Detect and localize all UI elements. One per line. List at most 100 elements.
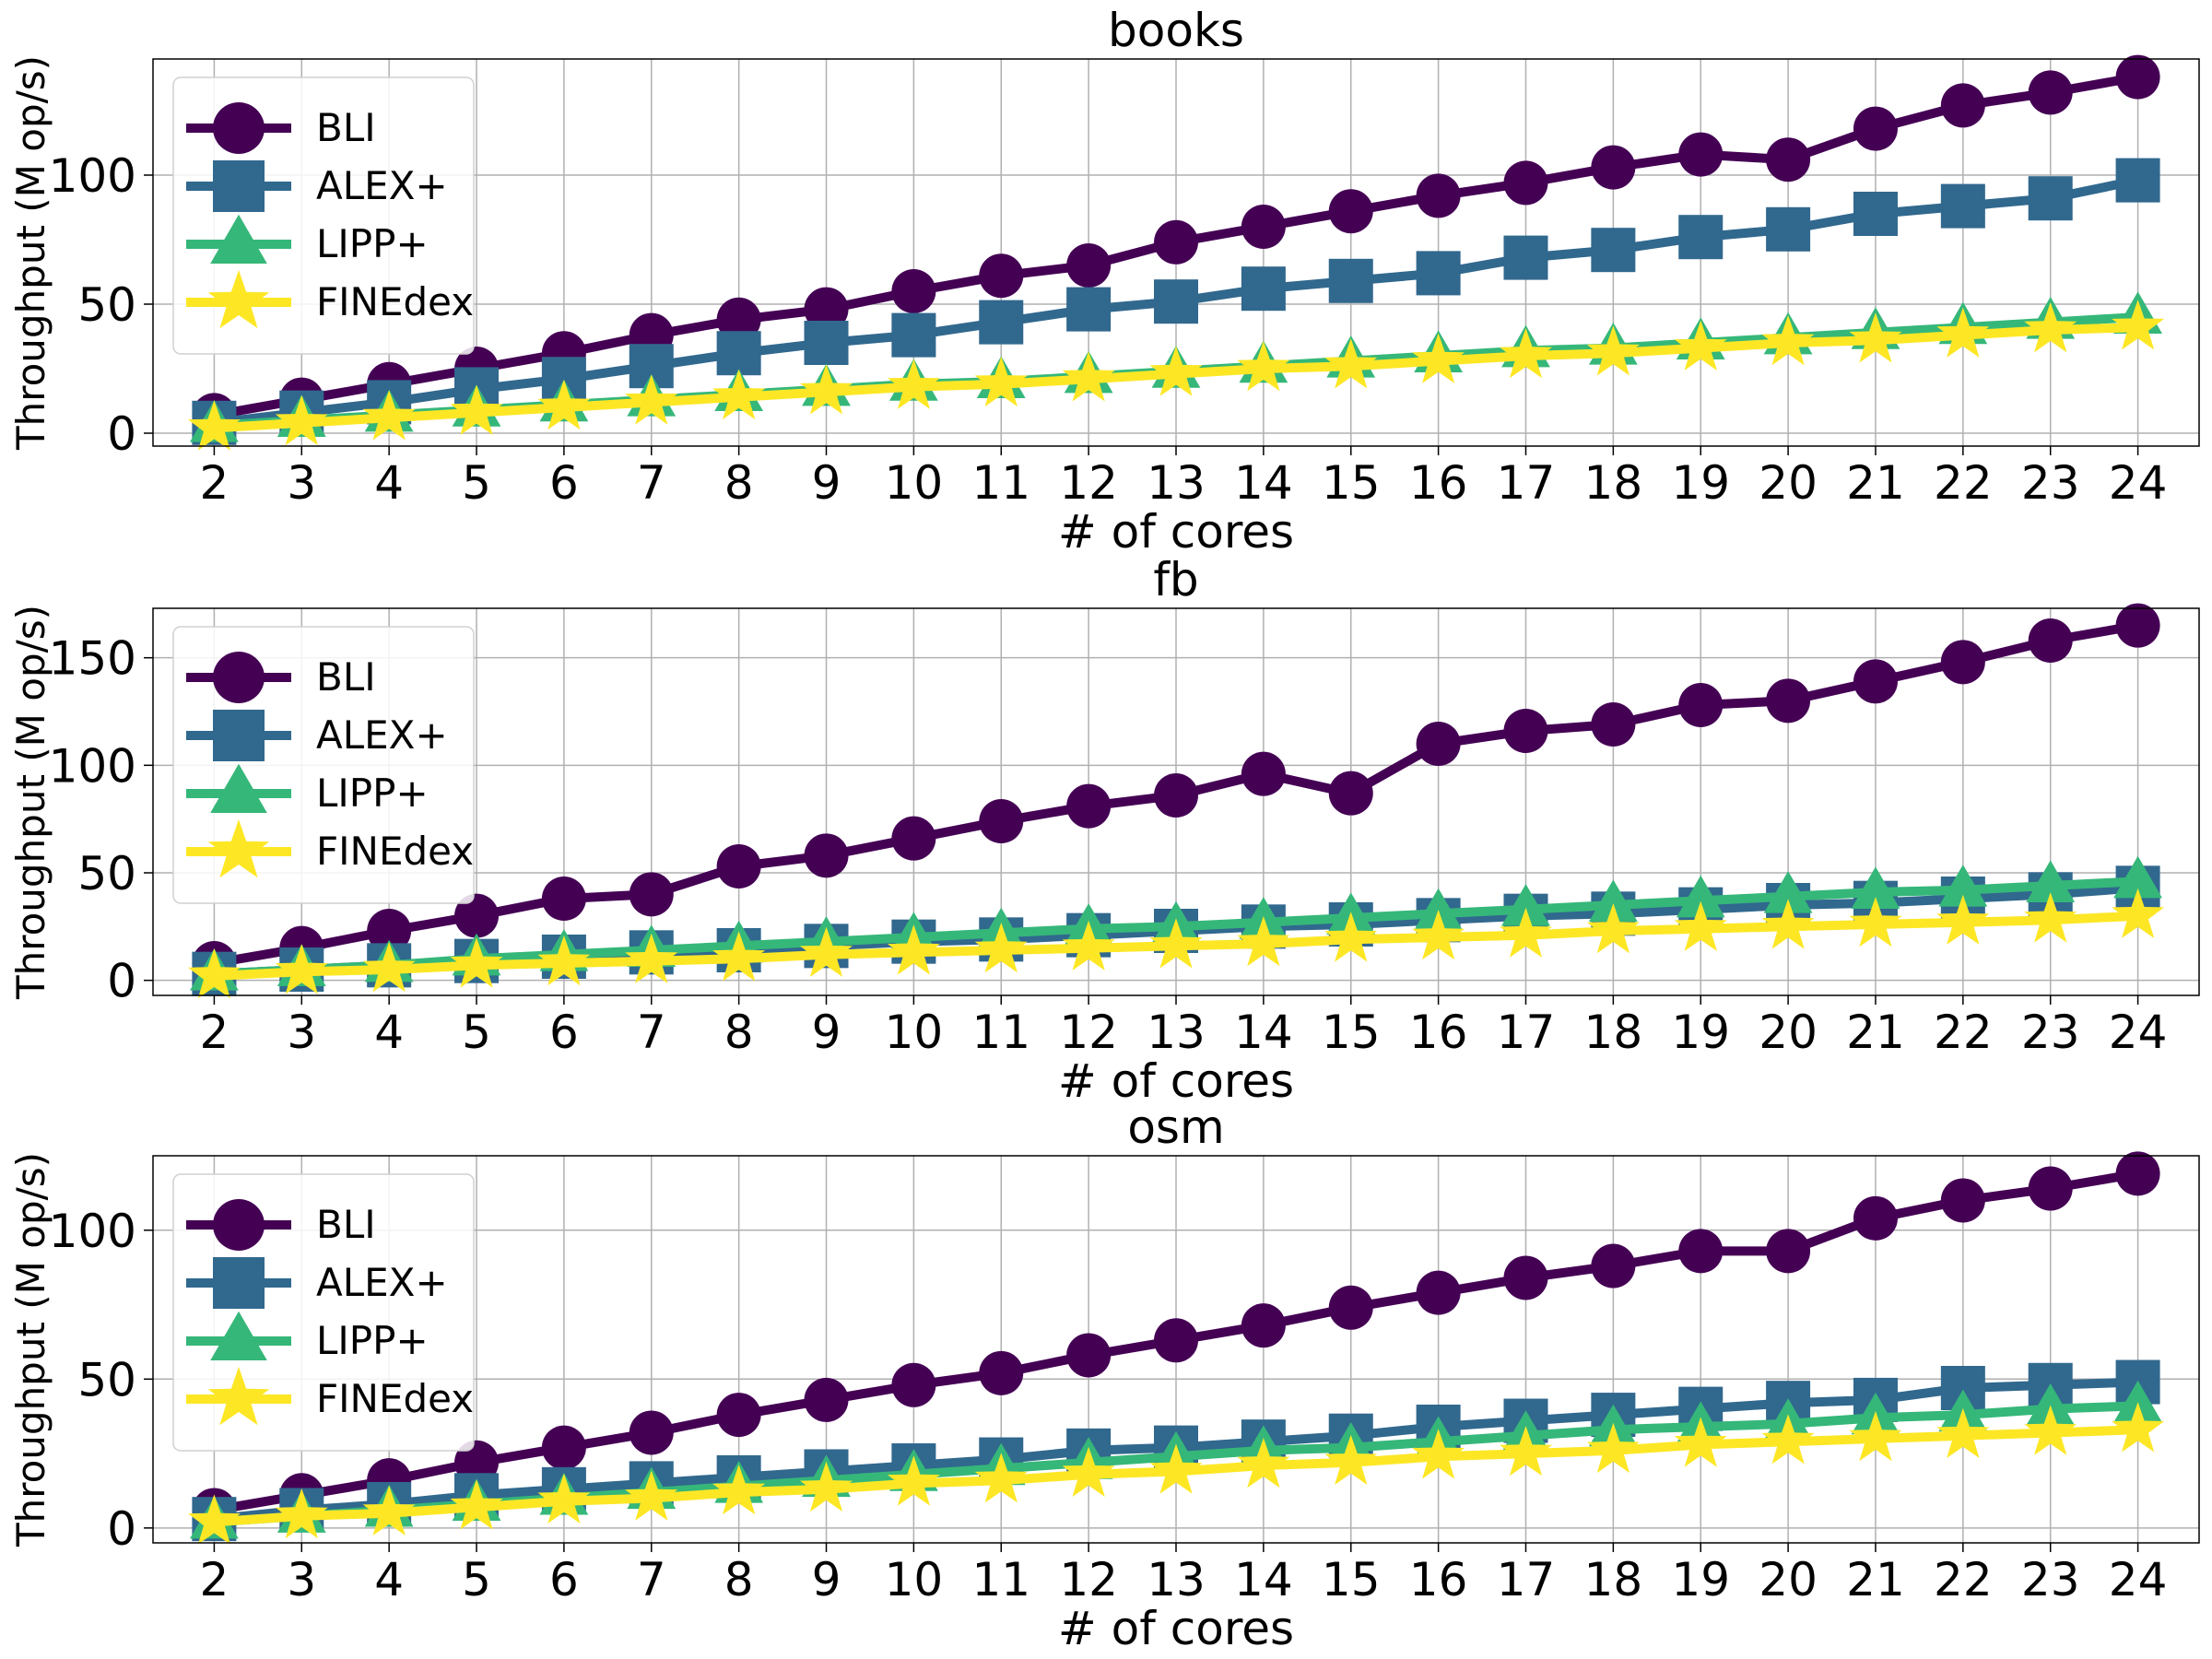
data-point: [1500, 907, 1552, 958]
data-point: [1154, 1318, 1198, 1363]
x-tick-label: 6: [549, 456, 579, 510]
x-tick-label: 24: [2109, 1006, 2168, 1059]
data-point: [362, 390, 416, 441]
data-point: [716, 844, 761, 888]
legend-marker: [207, 1367, 270, 1426]
data-point: [2024, 892, 2077, 943]
x-tick-label: 10: [885, 1553, 944, 1606]
x-tick-label: 11: [971, 1006, 1030, 1059]
data-point: [629, 872, 674, 917]
data-point: [716, 331, 761, 376]
data-point: [1414, 888, 1464, 931]
legend-marker: [213, 652, 265, 703]
data-point: [1412, 910, 1465, 960]
series-BLI: [192, 603, 2160, 985]
x-tick-label: 10: [885, 1006, 944, 1059]
data-point: [979, 1350, 1024, 1395]
x-axis-label: # of cores: [1058, 505, 1294, 559]
legend-label: LIPP+: [316, 1318, 429, 1363]
data-point: [450, 937, 503, 988]
x-tick-label: 24: [2109, 456, 2168, 510]
y-tick-label: 150: [49, 632, 136, 686]
data-point: [362, 942, 416, 993]
data-point: [1241, 266, 1286, 312]
x-tick-label: 2: [200, 456, 229, 510]
data-point: [1940, 640, 1985, 685]
x-tick-label: 11: [971, 1553, 1030, 1606]
data-point: [1766, 678, 1811, 724]
x-tick-label: 18: [1584, 1006, 1643, 1059]
series-BLI: [192, 54, 2160, 438]
data-point: [1678, 215, 1724, 260]
x-tick-label: 15: [1322, 456, 1381, 510]
data-point: [1416, 722, 1461, 766]
data-point: [1591, 228, 1636, 273]
x-tick-label: 16: [1409, 456, 1468, 510]
x-tick-label: 3: [287, 1553, 316, 1606]
x-tick-label: 20: [1759, 1006, 1818, 1059]
x-tick-label: 18: [1584, 1553, 1643, 1606]
data-point: [537, 1473, 591, 1524]
y-tick-label: 0: [107, 407, 136, 461]
data-point: [1586, 325, 1640, 376]
data-point: [1241, 205, 1286, 249]
chart-panel-fb: 2 3 4 5 6 7 8 9 10 11 12 13 14 15 16 17 18 19 20 21 22 23 2405…: [8, 553, 2200, 1108]
x-tick-label: 14: [1234, 1553, 1293, 1606]
data-point: [1500, 1426, 1552, 1477]
x-tick-label: 18: [1584, 456, 1643, 510]
data-point: [1761, 1414, 1815, 1465]
data-point: [1062, 351, 1115, 402]
data-point: [1678, 683, 1724, 727]
legend-label: ALEX+: [316, 1260, 448, 1305]
x-tick-label: 20: [1759, 456, 1818, 510]
data-point: [1936, 307, 1990, 358]
x-tick-label: 21: [1846, 1553, 1905, 1606]
x-tick-label: 3: [287, 1006, 316, 1059]
x-tick-label: 24: [2109, 1553, 2168, 1606]
x-tick-label: 12: [1059, 1553, 1118, 1606]
data-point: [1412, 1429, 1465, 1479]
data-point: [625, 374, 678, 425]
legend-label: LIPP+: [316, 771, 429, 816]
data-point: [541, 877, 586, 921]
data-point: [541, 1425, 586, 1470]
legend-label: FINEdex: [316, 1376, 474, 1421]
legend-label: FINEdex: [316, 279, 474, 324]
x-tick-label: 5: [462, 1006, 491, 1059]
x-tick-label: 22: [1934, 1006, 1993, 1059]
data-point: [891, 816, 936, 861]
y-tick-label: 100: [49, 149, 136, 203]
data-point: [1412, 333, 1465, 383]
data-point: [1586, 903, 1640, 954]
x-tick-label: 2: [200, 1006, 229, 1059]
y-tick-label: 50: [77, 278, 136, 332]
legend-label: ALEX+: [316, 712, 448, 758]
data-point: [2112, 888, 2165, 938]
data-point: [1674, 1417, 1727, 1467]
data-point: [1416, 1270, 1461, 1315]
series-BLI: [192, 1151, 2160, 1533]
y-tick-label: 100: [49, 1205, 136, 1258]
data-point: [804, 833, 849, 878]
chart-title: osm: [1127, 1100, 1224, 1154]
x-tick-label: 7: [637, 1553, 666, 1606]
data-point: [275, 944, 328, 994]
data-point: [1761, 899, 1815, 949]
data-point: [2028, 70, 2073, 115]
legend-marker: [213, 1257, 265, 1309]
data-point: [1066, 243, 1112, 288]
legend-marker: [207, 270, 270, 329]
data-point: [1324, 338, 1378, 389]
series-FINEdex: [187, 1402, 2165, 1545]
data-point: [2115, 1151, 2160, 1196]
x-tick-label: 13: [1147, 456, 1206, 510]
data-point: [1062, 920, 1115, 971]
data-point: [891, 312, 936, 358]
data-point: [1503, 160, 1548, 206]
data-point: [979, 253, 1024, 299]
data-point: [712, 1465, 766, 1515]
data-point: [1849, 312, 1902, 363]
data-point: [1416, 173, 1461, 218]
chart-panel-osm: 2 3 4 5 6 7 8 9 10 11 12 13 14 15 16 17 18 19 20 21 22 23 2405…: [8, 1100, 2200, 1655]
legend: BLI ALEX+ LIPP+ FINEdex: [172, 626, 475, 904]
